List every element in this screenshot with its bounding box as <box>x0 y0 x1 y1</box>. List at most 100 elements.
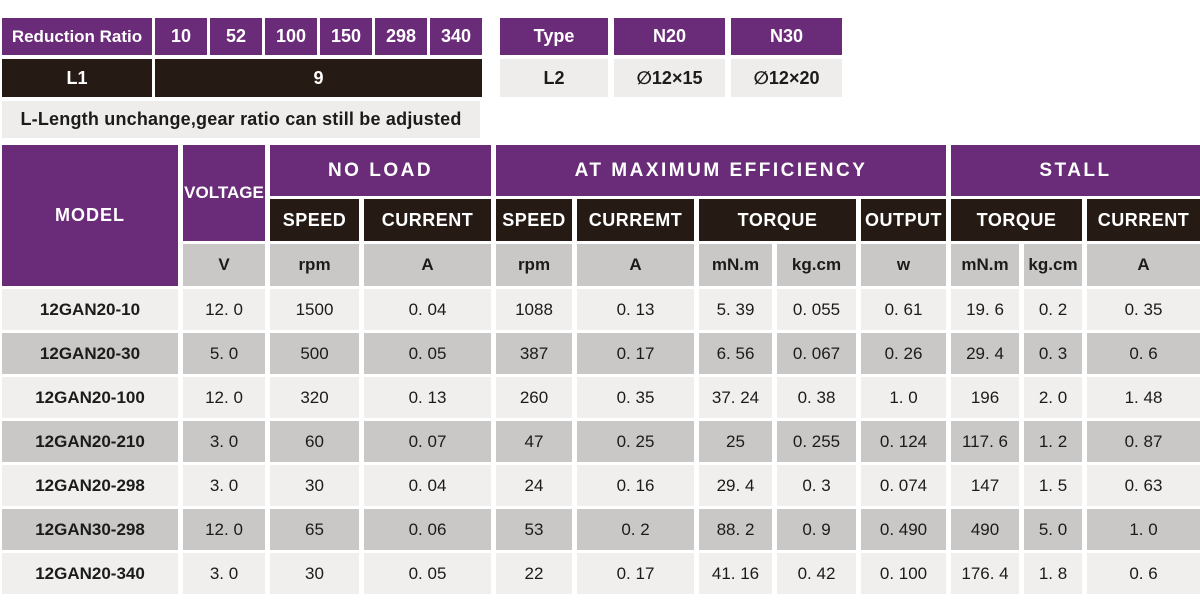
subheader-noload-current: CURRENT <box>364 199 491 241</box>
l2-label-cell: L2 <box>500 59 608 97</box>
value-cell: 1500 <box>270 289 359 330</box>
value-cell: 0. 17 <box>577 333 694 374</box>
unit-eff-torque-kgcm: kg.cm <box>777 244 856 286</box>
type-table: Type N20 N30 L2 ∅12×15 ∅12×20 <box>500 18 842 97</box>
value-cell: 0. 3 <box>1024 333 1082 374</box>
value-cell: 5. 0 <box>1024 509 1082 550</box>
value-cell: 0. 6 <box>1087 333 1200 374</box>
value-cell: 0. 63 <box>1087 465 1200 506</box>
value-cell: 0. 124 <box>861 421 946 462</box>
value-cell: 65 <box>270 509 359 550</box>
l1-label-cell: L1 <box>2 59 152 97</box>
value-cell: 0. 055 <box>777 289 856 330</box>
value-cell: 0. 07 <box>364 421 491 462</box>
l1-value-cell: 9 <box>155 59 482 97</box>
value-cell: 0. 42 <box>777 553 856 594</box>
unit-noload-speed: rpm <box>270 244 359 286</box>
value-cell: 47 <box>496 421 572 462</box>
value-cell: 0. 13 <box>364 377 491 418</box>
value-cell: 0. 61 <box>861 289 946 330</box>
unit-stall-torque-kgcm: kg.cm <box>1024 244 1082 286</box>
type-n20-cell: N20 <box>614 18 725 55</box>
value-cell: 1. 2 <box>1024 421 1082 462</box>
subheader-eff-speed: SPEED <box>496 199 572 241</box>
value-cell: 3. 0 <box>183 465 265 506</box>
value-cell: 1. 48 <box>1087 377 1200 418</box>
value-cell: 29. 4 <box>951 333 1019 374</box>
value-cell: 2. 0 <box>1024 377 1082 418</box>
unit-voltage: V <box>183 244 265 286</box>
value-cell: 12. 0 <box>183 289 265 330</box>
model-cell: 12GAN30-298 <box>2 509 178 550</box>
value-cell: 320 <box>270 377 359 418</box>
value-cell: 0. 100 <box>861 553 946 594</box>
value-cell: 1. 5 <box>1024 465 1082 506</box>
value-cell: 0. 38 <box>777 377 856 418</box>
unit-eff-current: A <box>577 244 694 286</box>
value-cell: 387 <box>496 333 572 374</box>
unit-noload-current: A <box>364 244 491 286</box>
value-cell: 1088 <box>496 289 572 330</box>
value-cell: 0. 35 <box>577 377 694 418</box>
group-stall: STALL <box>951 145 1200 196</box>
value-cell: 5. 39 <box>699 289 772 330</box>
value-cell: 0. 17 <box>577 553 694 594</box>
voltage-header: VOLTAGE <box>183 145 265 241</box>
value-cell: 0. 25 <box>577 421 694 462</box>
value-cell: 0. 05 <box>364 333 491 374</box>
model-cell: 12GAN20-340 <box>2 553 178 594</box>
value-cell: 25 <box>699 421 772 462</box>
value-cell: 53 <box>496 509 572 550</box>
value-cell: 1. 8 <box>1024 553 1082 594</box>
value-cell: 0. 3 <box>777 465 856 506</box>
value-cell: 29. 4 <box>699 465 772 506</box>
value-cell: 88. 2 <box>699 509 772 550</box>
reduction-ratio-table: Reduction Ratio 10 52 100 150 298 340 L1… <box>2 18 482 97</box>
unit-eff-speed: rpm <box>496 244 572 286</box>
group-max-efficiency: AT MAXIMUM EFFICIENCY <box>496 145 946 196</box>
value-cell: 0. 255 <box>777 421 856 462</box>
l2-n20-value: ∅12×15 <box>614 59 725 97</box>
value-cell: 117. 6 <box>951 421 1019 462</box>
ratio-cell: 100 <box>265 18 317 55</box>
value-cell: 0. 2 <box>1024 289 1082 330</box>
l2-n30-value: ∅12×20 <box>731 59 842 97</box>
value-cell: 196 <box>951 377 1019 418</box>
value-cell: 176. 4 <box>951 553 1019 594</box>
value-cell: 41. 16 <box>699 553 772 594</box>
value-cell: 1. 0 <box>1087 509 1200 550</box>
value-cell: 24 <box>496 465 572 506</box>
value-cell: 5. 0 <box>183 333 265 374</box>
value-cell: 12. 0 <box>183 377 265 418</box>
value-cell: 3. 0 <box>183 553 265 594</box>
value-cell: 0. 87 <box>1087 421 1200 462</box>
value-cell: 19. 6 <box>951 289 1019 330</box>
ratio-cell: 298 <box>375 18 427 55</box>
value-cell: 30 <box>270 465 359 506</box>
group-no-load: NO LOAD <box>270 145 491 196</box>
unit-stall-current: A <box>1087 244 1200 286</box>
type-header-cell: Type <box>500 18 608 55</box>
value-cell: 0. 6 <box>1087 553 1200 594</box>
subheader-eff-torque: TORQUE <box>699 199 856 241</box>
value-cell: 0. 26 <box>861 333 946 374</box>
value-cell: 37. 24 <box>699 377 772 418</box>
value-cell: 0. 067 <box>777 333 856 374</box>
value-cell: 0. 05 <box>364 553 491 594</box>
subheader-stall-torque: TORQUE <box>951 199 1082 241</box>
model-cell: 12GAN20-30 <box>2 333 178 374</box>
type-n30-cell: N30 <box>731 18 842 55</box>
value-cell: 22 <box>496 553 572 594</box>
value-cell: 12. 0 <box>183 509 265 550</box>
model-cell: 12GAN20-100 <box>2 377 178 418</box>
value-cell: 6. 56 <box>699 333 772 374</box>
value-cell: 3. 0 <box>183 421 265 462</box>
subheader-eff-output: OUTPUT <box>861 199 946 241</box>
unit-stall-torque-mnm: mN.m <box>951 244 1019 286</box>
value-cell: 0. 490 <box>861 509 946 550</box>
reduction-ratio-header: Reduction Ratio <box>2 18 152 55</box>
value-cell: 0. 35 <box>1087 289 1200 330</box>
value-cell: 0. 9 <box>777 509 856 550</box>
unit-eff-torque-mnm: mN.m <box>699 244 772 286</box>
